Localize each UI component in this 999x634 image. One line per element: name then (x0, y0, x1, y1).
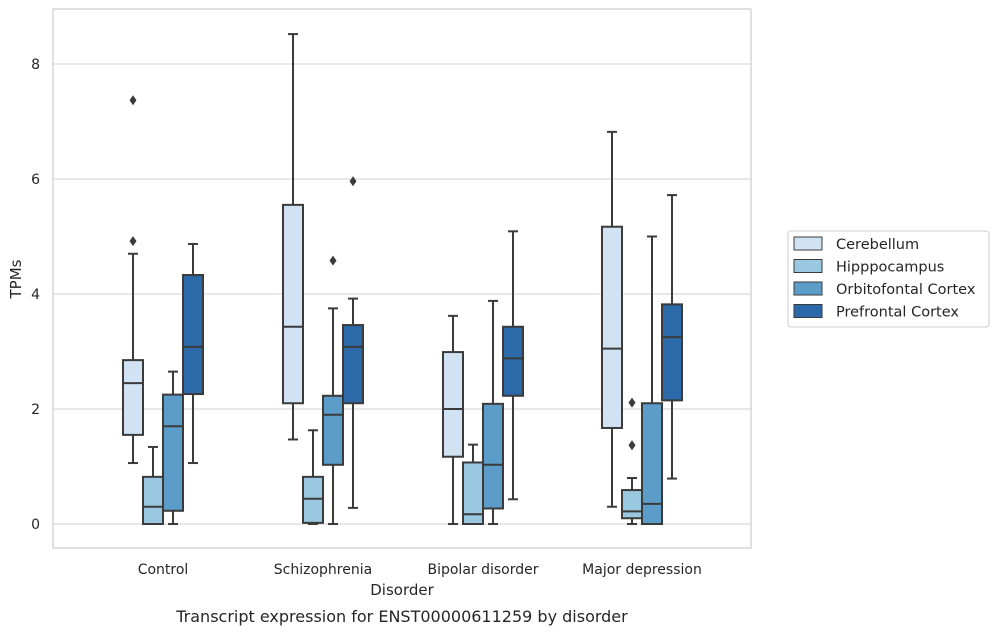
box-plot-series (122, 33, 683, 526)
legend-label: Hipppocampus (836, 260, 944, 276)
box (182, 242, 204, 465)
y-axis-ticks: 0 2 4 6 8 (31, 57, 40, 533)
box (142, 445, 164, 526)
legend-label: Orbitofontal Cortex (836, 282, 976, 298)
outlier-point (129, 95, 137, 106)
outlier-point (628, 397, 636, 408)
box (442, 314, 464, 525)
box (282, 33, 304, 441)
box-body (302, 475, 324, 524)
legend-label: Prefrontal Cortex (836, 305, 959, 321)
series-hipppocampus (142, 397, 643, 526)
box-body (482, 402, 504, 510)
y-tick-label: 4 (31, 287, 40, 303)
y-tick-label: 8 (31, 57, 40, 73)
x-tick-label: Major depression (582, 562, 702, 578)
box (601, 130, 623, 508)
box (482, 299, 504, 525)
outlier-point (628, 440, 636, 451)
box (621, 397, 643, 525)
x-axis-label: Disorder (370, 581, 434, 599)
box-body (122, 359, 144, 436)
legend-frame (787, 230, 990, 328)
legend-swatch (793, 236, 823, 251)
x-tick-label: Control (138, 562, 189, 578)
series-cerebellum (122, 33, 623, 525)
box (302, 429, 324, 525)
box (641, 235, 663, 525)
box (502, 230, 524, 501)
y-tick-label: 2 (31, 402, 40, 418)
series-orbitofontal-cortex (162, 235, 663, 525)
y-axis-label: TPMs (7, 259, 25, 299)
box-body (342, 324, 364, 405)
legend-swatch (793, 259, 823, 273)
box-body (502, 325, 524, 397)
box (322, 255, 344, 525)
box-body (282, 203, 304, 405)
outlier-point (349, 176, 357, 187)
series-prefrontal-cortex (182, 176, 683, 509)
plot-frame (52, 8, 752, 549)
legend-label: Cerebellum (836, 237, 919, 253)
box-body (322, 394, 344, 466)
box (122, 95, 144, 465)
box-body (621, 489, 643, 520)
box-body (162, 393, 184, 512)
box (162, 370, 184, 525)
outlier-point (129, 236, 137, 247)
legend-swatch (793, 304, 823, 318)
box-body (442, 351, 464, 458)
box-body (601, 225, 623, 429)
legend-swatch (793, 281, 823, 296)
box-body (182, 274, 204, 396)
box (462, 443, 484, 526)
chart-caption: Transcript expression for ENST0000061125… (175, 607, 628, 626)
x-tick-label: Schizophrenia (274, 562, 372, 578)
outlier-point (329, 255, 337, 266)
box-body (142, 475, 164, 526)
box (342, 176, 364, 509)
x-tick-label: Bipolar disorder (427, 562, 538, 578)
box-body (641, 402, 663, 525)
box-body (661, 303, 683, 402)
legend: Cerebellum Hipppocampus Orbitofontal Corte… (787, 230, 990, 328)
y-tick-label: 6 (31, 172, 40, 188)
y-tick-label: 0 (31, 517, 40, 533)
box (661, 194, 683, 480)
x-axis-ticks: Control Schizophrenia Bipolar disorder Majo… (138, 562, 702, 578)
